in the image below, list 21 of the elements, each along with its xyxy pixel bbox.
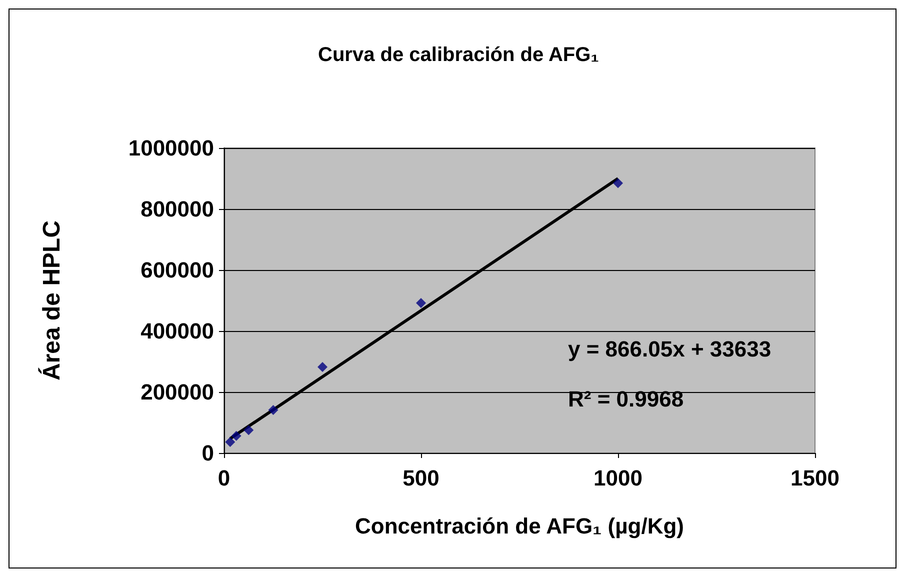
x-tick-label: 0 bbox=[218, 466, 230, 490]
x-tick-label: 500 bbox=[402, 466, 440, 490]
y-tick-label: 0 bbox=[202, 440, 214, 466]
point bbox=[613, 178, 623, 188]
point bbox=[225, 437, 236, 448]
x-tick-label: 1500 bbox=[790, 466, 840, 490]
y-axis-title: Área de HPLC bbox=[38, 220, 66, 381]
y-tick-label: 800000 bbox=[140, 196, 214, 222]
y-tick-label: 200000 bbox=[140, 380, 214, 404]
chart-title: Curva de calibración de AFG₁ bbox=[318, 44, 599, 66]
y-tick-label: 400000 bbox=[140, 318, 214, 344]
point bbox=[244, 425, 254, 436]
annotation: y = 866.05x + 33633 bbox=[568, 336, 772, 362]
x-axis-title: Concentración de AFG₁ (µg/Kg) bbox=[355, 514, 684, 538]
point bbox=[318, 362, 328, 372]
y-tick-label: 600000 bbox=[140, 258, 214, 282]
x-tick-label: 1000 bbox=[594, 466, 642, 490]
point bbox=[231, 430, 242, 441]
y-tick-label: 1000000 bbox=[128, 136, 214, 160]
point bbox=[268, 404, 278, 415]
point bbox=[416, 298, 426, 308]
